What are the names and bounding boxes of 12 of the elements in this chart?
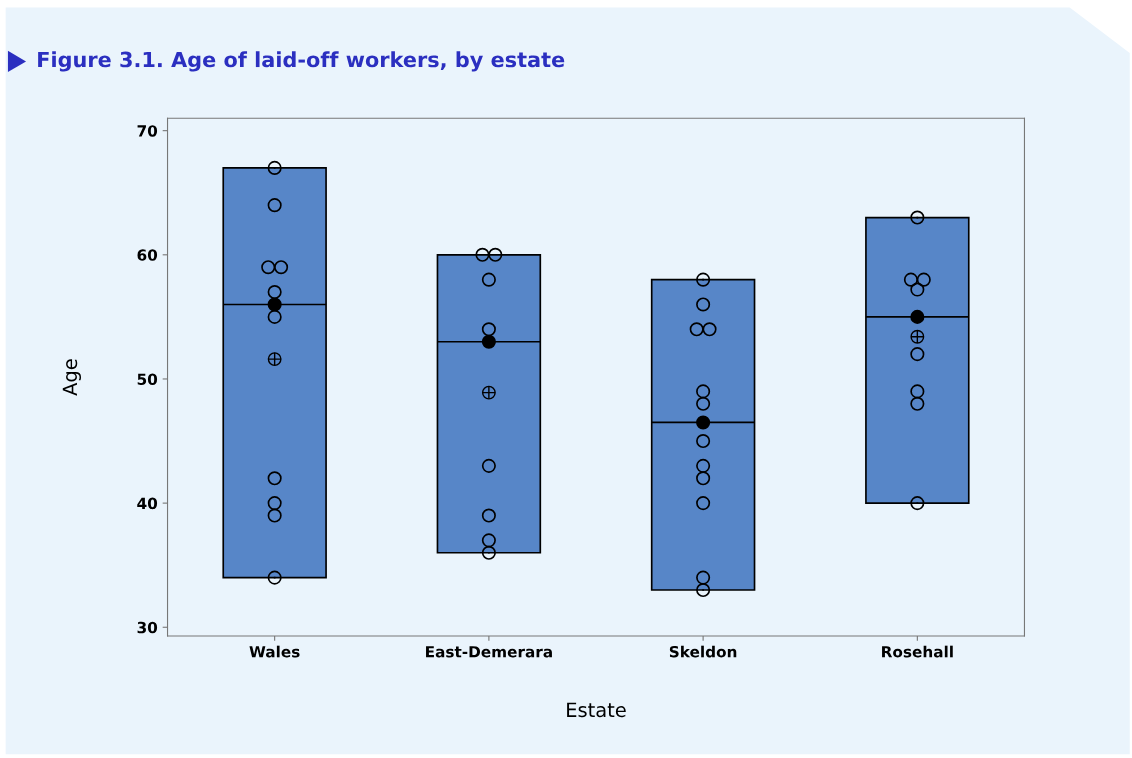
x-tick-label: Wales [249,645,300,658]
x-axis-title: Estate [567,702,626,718]
chart-title: Figure 3.1. Age of laid-off workers, by estate [38,51,565,72]
y-tick-label: 30 [137,621,158,634]
y-axis-title: Age [62,359,81,396]
x-tick-label: Skeldon [669,645,737,658]
y-tick-label: 40 [137,497,158,510]
y-tick-label: 70 [137,125,158,137]
y-tick-label: 50 [137,373,158,385]
y-tick-label: 60 [137,249,158,261]
x-tick-label: Rosehall [882,645,953,658]
x-tick-label: East-Demerara [426,646,552,658]
